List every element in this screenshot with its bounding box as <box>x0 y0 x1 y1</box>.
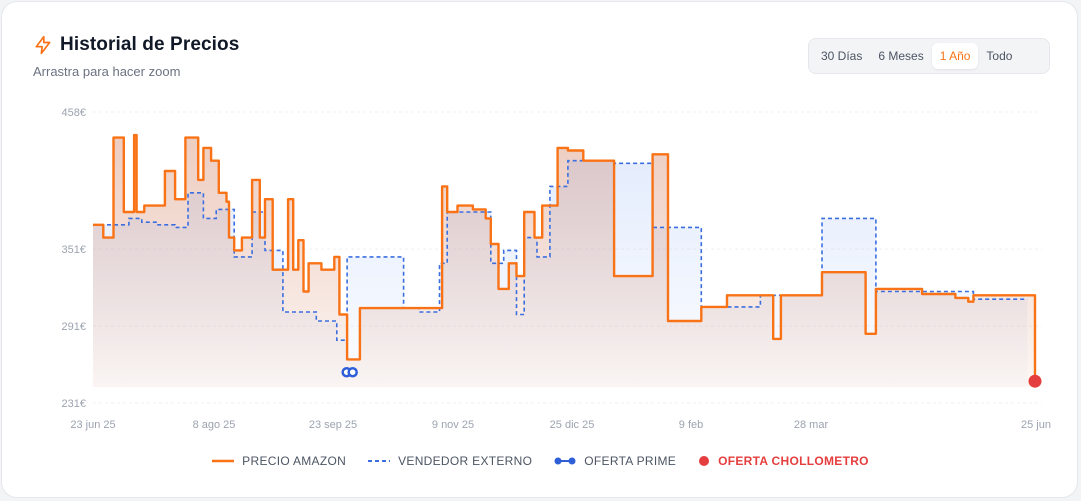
y-tick-label: 351€ <box>62 244 86 256</box>
x-tick-label: 25 dic 25 <box>550 419 595 431</box>
solid-line-swatch <box>212 459 235 463</box>
legend-chollometro[interactable]: OFERTA CHOLLOMETRO <box>698 454 869 468</box>
legend-prime-label: OFERTA PRIME <box>584 454 677 468</box>
x-tick-label: 8 ago 25 <box>193 419 236 431</box>
range-30-days-button[interactable]: 30 Días <box>821 49 863 63</box>
prime-offer-marker <box>347 366 358 378</box>
legend-amazon[interactable]: PRECIO AMAZON <box>212 454 346 468</box>
lightning-icon <box>35 35 51 55</box>
chollometro-offer-marker <box>1028 374 1042 388</box>
dot-line-swatch <box>554 457 576 465</box>
y-tick-label: 291€ <box>62 321 86 333</box>
legend-prime[interactable]: OFERTA PRIME <box>554 454 676 468</box>
time-range-selector: 30 Días 6 Meses 1 Año Todo <box>808 38 1050 74</box>
card-header: Historial de Precios <box>33 34 239 56</box>
legend-amazon-label: PRECIO AMAZON <box>242 454 347 468</box>
x-tick-label: 9 nov 25 <box>432 419 474 431</box>
legend-external-label: VENDEDOR EXTERNO <box>398 454 533 468</box>
price-chart[interactable]: 458€ 351€ 291€ 231€ 23 jun 25 8 ago 25 23 sep … <box>2 2 1079 442</box>
x-tick-label: 23 jun 25 <box>70 419 115 431</box>
y-tick-label: 231€ <box>62 398 86 410</box>
y-tick-label: 458€ <box>62 107 86 119</box>
chart-subtitle: Arrastra para hacer zoom <box>33 64 181 79</box>
dashed-line-swatch <box>368 460 391 462</box>
chart-legend: PRECIO AMAZON VENDEDOR EXTERNO OFERTA PR… <box>2 454 1079 468</box>
amazon-highlight-area <box>93 135 1035 387</box>
range-all-button[interactable]: Todo <box>986 49 1013 63</box>
red-dot-swatch <box>699 456 710 466</box>
chart-title: Historial de Precios <box>60 34 240 55</box>
legend-external[interactable]: VENDEDOR EXTERNO <box>368 454 532 468</box>
external-seller-line <box>93 159 1028 341</box>
range-1-year-button[interactable]: 1 Año <box>931 43 979 69</box>
x-tick-label: 25 jun <box>1021 419 1051 431</box>
x-tick-label: 28 mar <box>794 419 829 431</box>
x-tick-label: 9 feb <box>679 419 703 431</box>
x-tick-label: 23 sep 25 <box>309 419 357 431</box>
amazon-price-line <box>93 133 1037 382</box>
range-6-months-button[interactable]: 6 Meses <box>878 49 924 63</box>
legend-chollometro-label: OFERTA CHOLLOMETRO <box>718 454 869 468</box>
